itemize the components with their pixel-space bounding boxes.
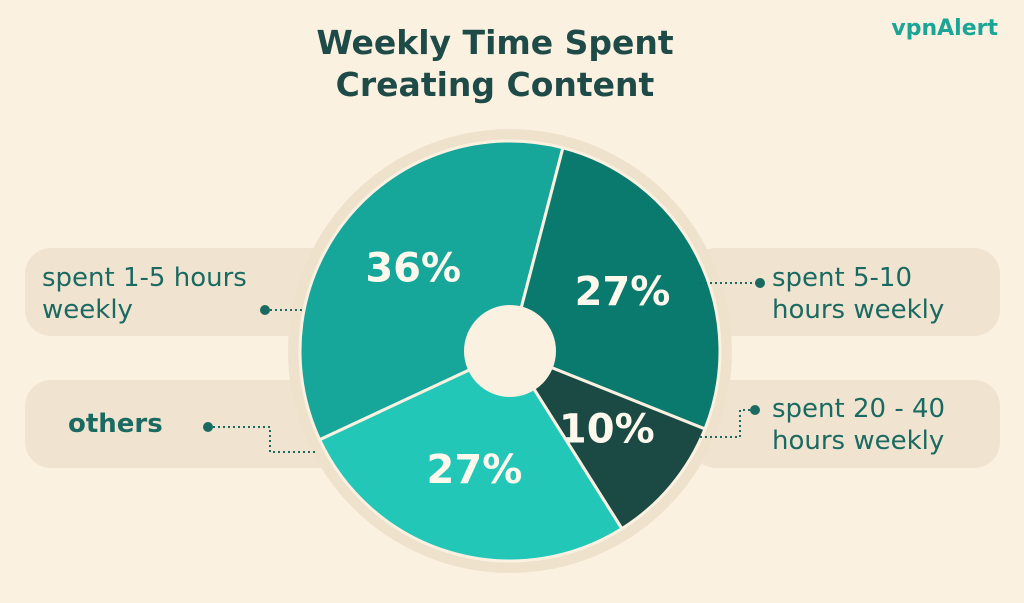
pie-slice bbox=[508, 145, 722, 431]
connector bbox=[208, 426, 318, 453]
connector-dot bbox=[755, 278, 765, 288]
connector-dot bbox=[260, 305, 270, 315]
category-label: spent 5-10 hours weekly bbox=[772, 263, 945, 325]
pie-slice bbox=[506, 347, 707, 531]
chart-title: Weekly Time Spent Creating Content bbox=[316, 23, 674, 104]
pie-hole bbox=[464, 305, 556, 397]
connector-dot bbox=[750, 405, 760, 415]
label-pill bbox=[25, 380, 355, 468]
value-label: 27% bbox=[575, 269, 671, 315]
category-label: spent 20 - 40 hours weekly bbox=[772, 394, 946, 456]
brand-logo: vpnAlert bbox=[891, 16, 998, 41]
label-pill bbox=[690, 380, 1000, 468]
connector-dot bbox=[203, 422, 213, 432]
connector bbox=[700, 409, 755, 438]
pie-slice bbox=[298, 139, 565, 442]
pie-slice bbox=[317, 349, 624, 563]
value-label: 10% bbox=[559, 407, 655, 453]
value-label: 27% bbox=[427, 447, 523, 493]
value-label: 36% bbox=[365, 245, 461, 291]
category-label: others bbox=[68, 409, 163, 439]
label-pill bbox=[25, 248, 355, 336]
label-pill bbox=[690, 248, 1000, 336]
category-label: spent 1-5 hours weekly bbox=[42, 263, 247, 325]
